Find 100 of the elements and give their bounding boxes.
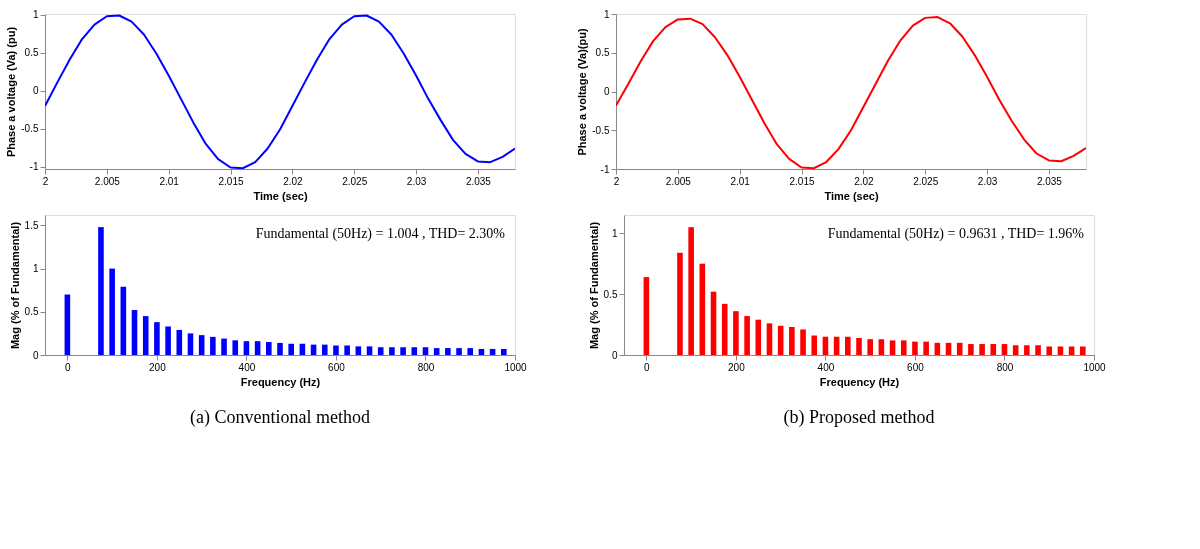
bar — [1080, 346, 1086, 355]
x-tick-label: 0 — [644, 361, 651, 373]
y-axis-title: Phase a voltage (Va) (pu) — [5, 26, 18, 158]
bar — [433, 348, 440, 355]
bar — [266, 342, 272, 355]
bar — [243, 341, 250, 355]
bar — [1012, 345, 1019, 355]
y-tick-label: -0.5 — [592, 124, 610, 136]
bar — [1035, 345, 1041, 355]
x-axis-title: Frequency (Hz) — [240, 375, 321, 388]
bar — [889, 340, 896, 355]
x-tick-label: 800 — [417, 361, 435, 373]
bar — [176, 329, 183, 355]
bar — [355, 346, 362, 355]
bar — [333, 345, 339, 355]
x-tick-label: 800 — [996, 361, 1014, 373]
bar — [321, 344, 328, 355]
bar — [411, 347, 418, 355]
bar — [254, 341, 261, 355]
x-tick-label: 200 — [728, 361, 746, 373]
bar — [744, 316, 750, 355]
bar — [755, 319, 762, 355]
y-tick-label: 0 — [611, 349, 618, 361]
bar — [811, 335, 818, 355]
bar — [288, 343, 294, 355]
x-tick-label: 600 — [907, 361, 925, 373]
bar — [377, 347, 384, 355]
x-tick-label: 1000 — [1083, 361, 1107, 373]
annotation: Fundamental (50Hz) = 1.004 , THD= 2.30% — [255, 226, 506, 242]
bar — [142, 316, 149, 355]
y-tick-label: 0.5 — [24, 306, 39, 318]
x-axis-title: Time (sec) — [824, 189, 879, 202]
bar — [456, 348, 462, 355]
text: (b) Proposed method — [783, 407, 935, 428]
x-tick-label: 2.015 — [218, 175, 244, 187]
bar — [677, 252, 683, 355]
x-tick-label: 400 — [238, 361, 256, 373]
x-tick-label: 2.02 — [854, 175, 875, 187]
bar — [956, 342, 963, 355]
x-tick-label: 200 — [149, 361, 167, 373]
y-tick-label: -1 — [29, 161, 39, 173]
x-tick-label: 2.035 — [465, 175, 492, 187]
bar — [165, 326, 171, 355]
x-tick-label: 2.02 — [283, 175, 304, 187]
bar — [721, 303, 728, 355]
bar — [198, 335, 205, 355]
bar — [210, 336, 216, 355]
bar — [1068, 346, 1075, 355]
y-tick-label: 0.5 — [24, 47, 39, 59]
bar — [900, 340, 907, 355]
bar — [277, 342, 283, 355]
bar — [467, 348, 474, 355]
y-tick-label: 0 — [32, 85, 39, 97]
bar — [923, 341, 929, 355]
bar — [1001, 344, 1008, 355]
bar — [1046, 346, 1053, 355]
x-tick-label: 2 — [42, 175, 49, 187]
y-tick-label: 0.5 — [603, 288, 618, 300]
bar — [445, 348, 451, 355]
y-tick-label: 0 — [603, 86, 610, 97]
x-tick-label: 600 — [328, 361, 346, 373]
x-tick-label: 2.005 — [665, 175, 692, 187]
x-tick-label: 2.035 — [1036, 175, 1063, 187]
bar — [501, 348, 507, 355]
x-tick-label: 2.03 — [977, 175, 998, 187]
bar — [878, 339, 885, 355]
x-tick-label: 2.01 — [159, 175, 180, 187]
x-tick-label: 2.03 — [406, 175, 427, 187]
y-axis-title: Phase a voltage (Va)(pu) — [576, 28, 589, 156]
bar — [789, 327, 795, 355]
y-tick-label: 1.5 — [24, 219, 39, 231]
y-tick-label: 1 — [611, 227, 618, 239]
bar — [366, 346, 373, 355]
bar — [109, 268, 115, 355]
bar — [688, 227, 694, 355]
y-axis-title: Mag (% of Fundamental) — [8, 221, 21, 350]
y-tick-label: 0 — [32, 349, 39, 361]
x-tick-label: 1000 — [504, 361, 528, 373]
x-tick-label: 2 — [613, 175, 620, 187]
bar — [98, 227, 104, 355]
bar — [990, 344, 997, 355]
x-tick-label: 2.01 — [730, 175, 751, 187]
y-tick-label: 1 — [32, 263, 39, 275]
bar — [979, 344, 985, 355]
bar — [221, 338, 227, 355]
x-tick-label: 2.015 — [789, 175, 815, 187]
y-tick-label: -1 — [600, 163, 610, 175]
bar — [1024, 345, 1030, 355]
y-tick-label: 1 — [603, 8, 610, 20]
bar — [422, 347, 429, 355]
bar — [845, 336, 851, 355]
bar — [800, 329, 806, 355]
bar — [867, 339, 873, 355]
x-axis-title: Frequency (Hz) — [819, 375, 900, 388]
bar — [187, 333, 194, 355]
bar — [154, 322, 160, 355]
bar — [968, 344, 974, 355]
x-tick-label: 400 — [817, 361, 835, 373]
x-tick-label: 2.005 — [94, 175, 121, 187]
x-tick-label: 2.025 — [342, 175, 368, 187]
